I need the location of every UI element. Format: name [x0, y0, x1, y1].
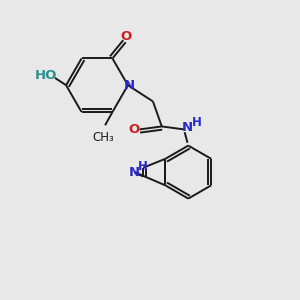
- Text: O: O: [121, 31, 132, 44]
- Text: N: N: [182, 122, 193, 134]
- Text: HO: HO: [35, 69, 57, 82]
- Text: H: H: [138, 160, 148, 173]
- Text: O: O: [129, 123, 140, 136]
- Text: CH₃: CH₃: [93, 131, 115, 144]
- Text: N: N: [124, 79, 135, 92]
- Text: H: H: [192, 116, 202, 128]
- Text: N: N: [129, 166, 140, 178]
